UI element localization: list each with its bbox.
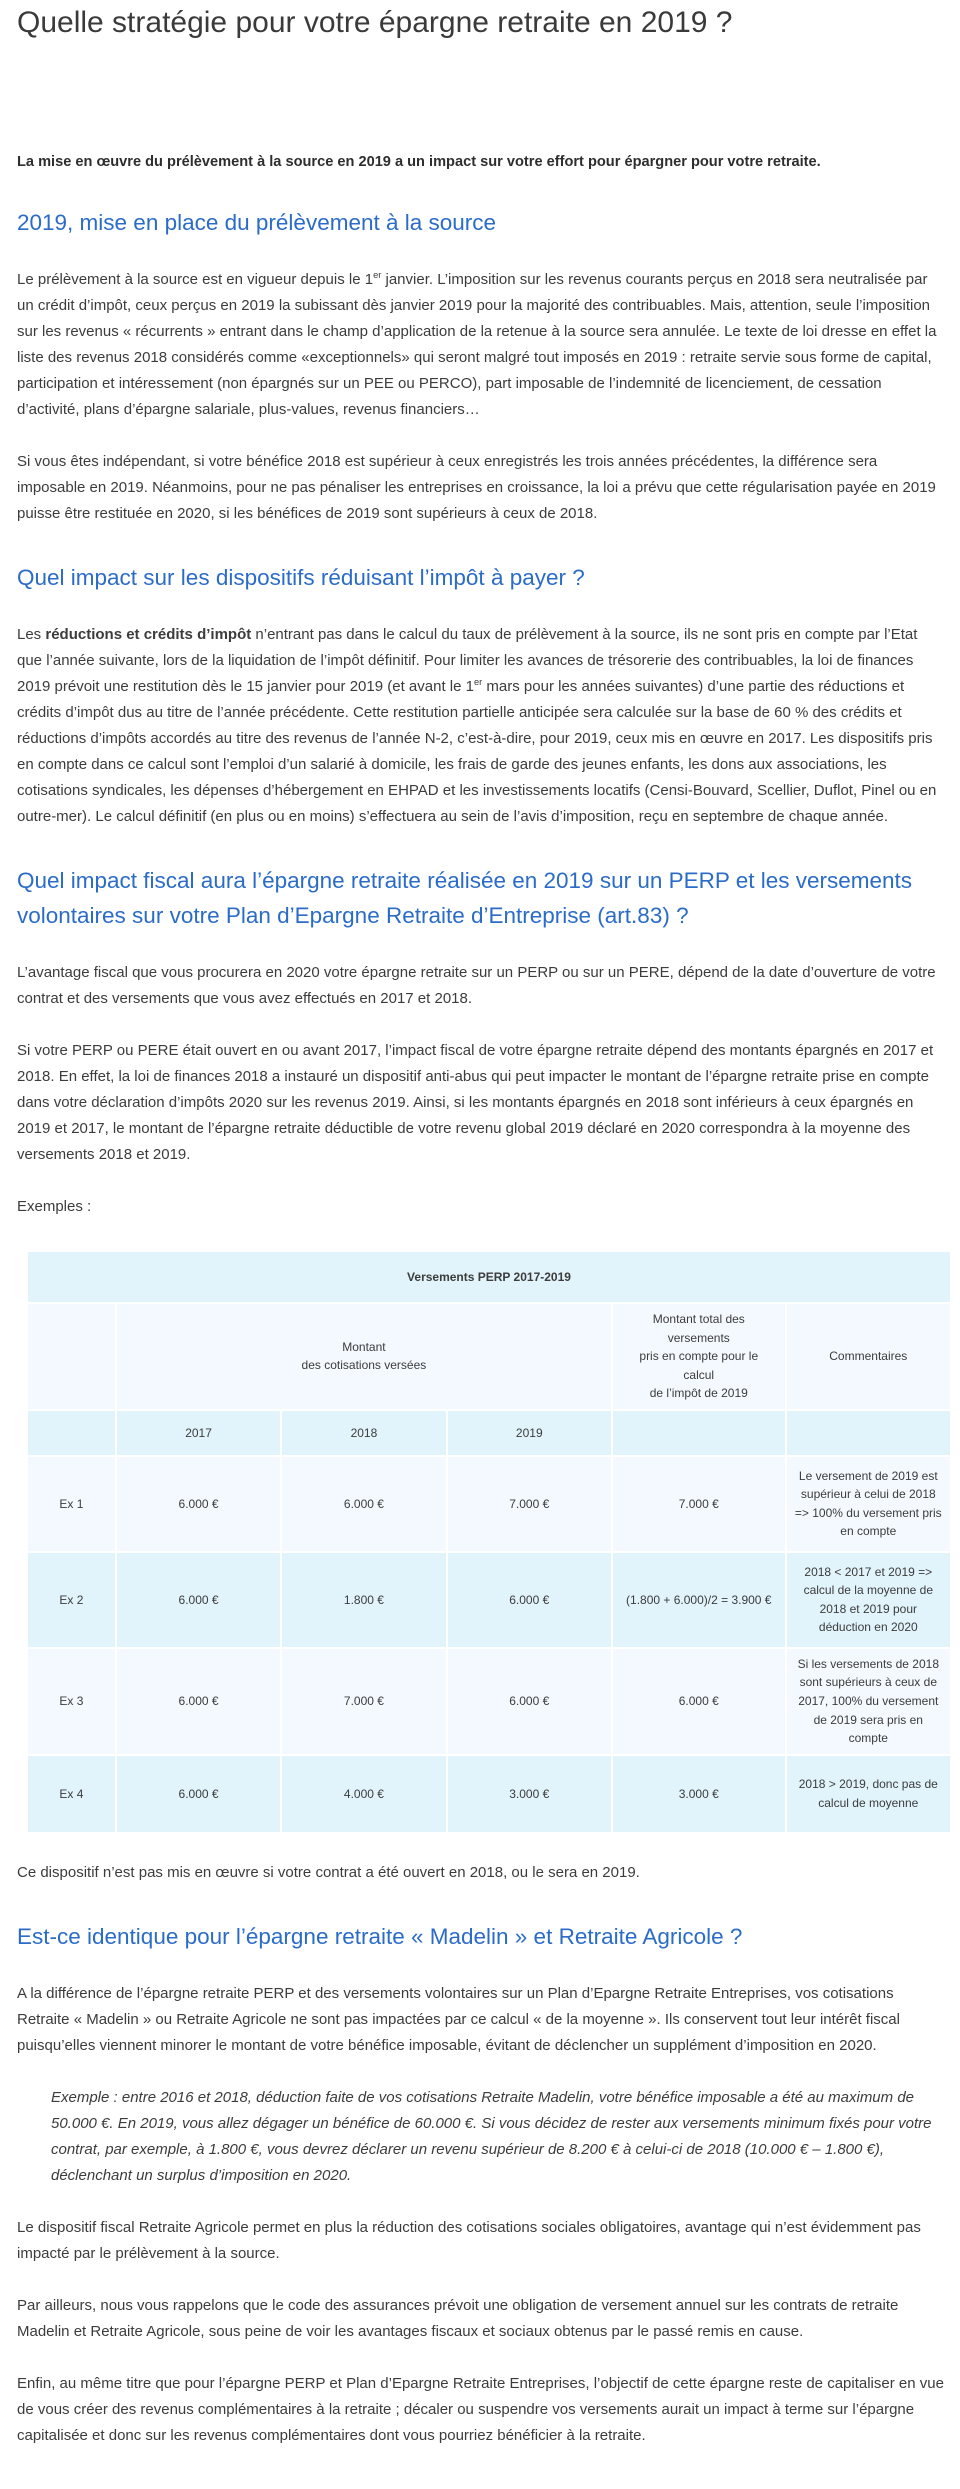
table-row-ex3: Ex 3 6.000 € 7.000 € 6.000 € 6.000 € Si … — [26, 1646, 953, 1756]
ordinal-superscript: er — [473, 677, 483, 688]
section-heading-perp: Quel impact fiscal aura l’épargne retrai… — [17, 868, 913, 929]
year-empty-cell — [26, 1408, 117, 1457]
cell-2019: 3.000 € — [445, 1753, 613, 1834]
row-label: Ex 3 — [26, 1646, 117, 1756]
table-row-ex4: Ex 4 6.000 € 4.000 € 3.000 € 3.000 € 201… — [26, 1753, 953, 1834]
cell-2018: 1.800 € — [280, 1550, 448, 1649]
section-heading-dispositifs: Quel impact sur les dispositifs réduisan… — [17, 565, 585, 591]
cell-total: 6.000 € — [610, 1646, 787, 1756]
header-montant-total: Montant total des versements pris en com… — [610, 1301, 787, 1411]
paragraph: A la différence de l’épargne retraite PE… — [17, 1984, 900, 2054]
cell-2019: 6.000 € — [445, 1550, 613, 1649]
cell-2019: 7.000 € — [445, 1454, 613, 1553]
cell-comment: 2018 > 2019, donc pas de calcul de moyen… — [784, 1753, 953, 1834]
year-empty-cell — [784, 1408, 953, 1457]
example-paragraph: Exemple : entre 2016 et 2018, déduction … — [51, 2088, 932, 2184]
cell-2018: 6.000 € — [280, 1454, 448, 1553]
cell-total: 3.000 € — [610, 1753, 787, 1834]
bold-emphasis: réductions et crédits d’impôt — [45, 626, 252, 644]
cell-2018: 4.000 € — [280, 1753, 448, 1834]
cell-total: (1.800 + 6.000)/2 = 3.900 € — [610, 1550, 787, 1649]
table-title: Versements PERP 2017-2019 — [26, 1249, 952, 1304]
paragraph: Les réductions et crédits d’impôt n’entr… — [17, 622, 945, 830]
article: Quelle stratégie pour votre épargne retr… — [0, 6, 960, 2489]
cell-2017: 6.000 € — [114, 1550, 283, 1649]
paragraph: Si vous êtes indépendant, si votre bénéf… — [17, 453, 936, 523]
cell-2017: 6.000 € — [114, 1454, 283, 1553]
year-empty-cell — [610, 1408, 787, 1457]
row-label: Ex 1 — [26, 1454, 117, 1553]
examples-label: Exemples : — [17, 1197, 92, 1215]
paragraph: Le dispositif fiscal Retraite Agricole p… — [17, 2218, 921, 2262]
ordinal-superscript: er — [373, 270, 382, 281]
table-note: Ce dispositif n’est pas mis en œuvre si … — [17, 1863, 640, 1881]
paragraph: Enfin, au même titre que pour l’épargne … — [17, 2374, 944, 2444]
intro-lead: La mise en œuvre du prélèvement à la sou… — [17, 154, 821, 170]
cell-comment: 2018 < 2017 et 2019 => calcul de la moye… — [784, 1550, 953, 1649]
paragraph: Le prélèvement à la source est en vigueu… — [17, 267, 945, 423]
section-heading-source: 2019, mise en place du prélèvement à la … — [17, 210, 497, 236]
cell-comment: Si les versements de 2018 sont supérieur… — [784, 1646, 953, 1756]
paragraph-text: janvier. L’imposition sur les revenus co… — [17, 271, 937, 419]
table-years-row: 2017 2018 2019 — [26, 1408, 953, 1457]
cell-comment: Le versement de 2019 est supérieur à cel… — [784, 1454, 953, 1553]
year-2018: 2018 — [280, 1408, 448, 1457]
header-cotisations: Montant des cotisations versées — [114, 1301, 613, 1411]
header-commentaires: Commentaires — [784, 1301, 953, 1411]
paragraph: Si votre PERP ou PERE était ouvert en ou… — [17, 1041, 934, 1163]
cell-total: 7.000 € — [610, 1454, 787, 1553]
year-2019: 2019 — [445, 1408, 613, 1457]
cell-2019: 6.000 € — [445, 1646, 613, 1756]
row-label: Ex 4 — [26, 1753, 117, 1834]
paragraph-text: Le prélèvement à la source est en vigueu… — [17, 271, 374, 289]
paragraph-text: Les — [17, 626, 46, 644]
paragraph: L’avantage fiscal que vous procurera en … — [17, 963, 936, 1007]
paragraph-text: mars pour les années suivantes) d’une pa… — [17, 678, 937, 826]
perp-versements-table: Versements PERP 2017-2019 Montant des co… — [26, 1249, 953, 1834]
row-label: Ex 2 — [26, 1550, 117, 1649]
cell-2018: 7.000 € — [280, 1646, 448, 1756]
cell-2017: 6.000 € — [114, 1753, 283, 1834]
table-title-row: Versements PERP 2017-2019 — [26, 1249, 952, 1304]
header-empty-cell — [26, 1301, 117, 1411]
table-row-ex1: Ex 1 6.000 € 6.000 € 7.000 € 7.000 € Le … — [26, 1454, 953, 1553]
paragraph: Par ailleurs, nous vous rappelons que le… — [17, 2296, 899, 2340]
cell-2017: 6.000 € — [114, 1646, 283, 1756]
page-title: Quelle stratégie pour votre épargne retr… — [17, 6, 733, 39]
section-heading-madelin: Est-ce identique pour l’épargne retraite… — [17, 1923, 743, 1949]
year-2017: 2017 — [114, 1408, 283, 1457]
paragraph-text: n’entrant pas dans le calcul du taux de … — [17, 626, 918, 696]
table-header-row: Montant des cotisations versées Montant … — [26, 1301, 953, 1411]
table-row-ex2: Ex 2 6.000 € 1.800 € 6.000 € (1.800 + 6.… — [26, 1550, 953, 1649]
